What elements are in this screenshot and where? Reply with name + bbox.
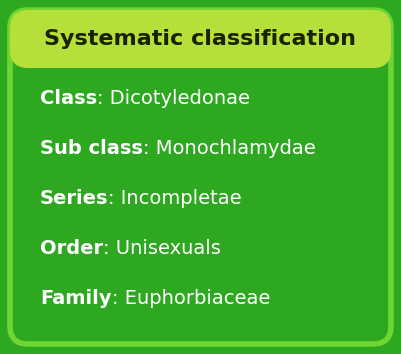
Text: : Incompletae: : Incompletae [109,189,242,209]
Text: Systematic classification: Systematic classification [45,29,356,49]
Text: : Monochlamydae: : Monochlamydae [143,139,316,159]
Text: : Unisexuals: : Unisexuals [103,240,221,258]
Text: Family: Family [40,290,111,308]
Text: Series: Series [40,189,109,209]
FancyBboxPatch shape [10,10,391,344]
Text: : Euphorbiaceae: : Euphorbiaceae [111,290,270,308]
Text: Class: Class [40,90,97,108]
Text: Order: Order [40,240,103,258]
FancyBboxPatch shape [10,10,391,68]
Text: Sub class: Sub class [40,139,143,159]
Text: : Dicotyledonae: : Dicotyledonae [97,90,250,108]
